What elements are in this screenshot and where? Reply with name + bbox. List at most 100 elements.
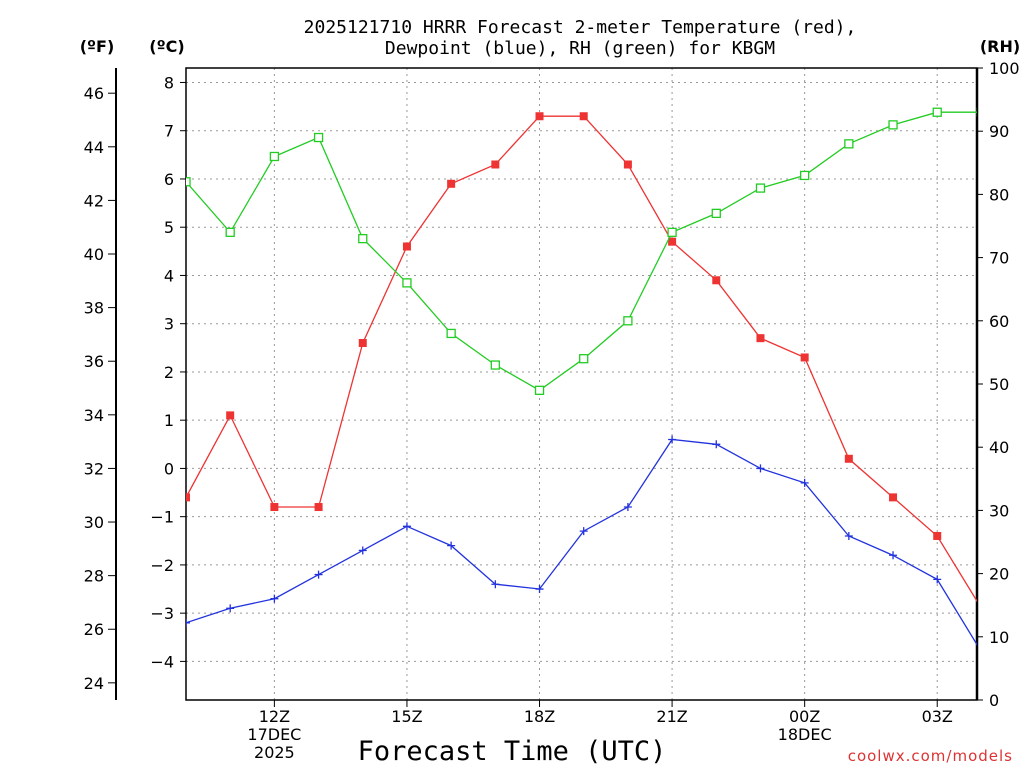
temperature-point bbox=[756, 334, 765, 343]
temperature-point bbox=[668, 237, 677, 246]
fahrenheit-tick-label: 38 bbox=[84, 299, 104, 318]
temperature-point bbox=[535, 112, 544, 121]
dewpoint-point bbox=[491, 580, 500, 589]
x-tick-label: 17DEC bbox=[247, 725, 301, 744]
dewpoint-point bbox=[579, 527, 588, 536]
dewpoint-point bbox=[186, 618, 190, 627]
rh-point bbox=[623, 316, 633, 326]
fahrenheit-tick-label: 44 bbox=[84, 138, 104, 157]
data-series bbox=[186, 107, 985, 656]
rh-point bbox=[667, 227, 677, 237]
rh-tick-label: 90 bbox=[989, 122, 1009, 141]
celsius-tick-label: −4 bbox=[150, 652, 174, 671]
dewpoint-point bbox=[623, 503, 632, 512]
temperature-point bbox=[270, 503, 279, 512]
temperature-point bbox=[933, 531, 942, 540]
rh-point bbox=[358, 233, 368, 244]
rh-point bbox=[313, 132, 324, 143]
rh-tick-label: 70 bbox=[989, 249, 1009, 268]
fahrenheit-tick-label: 36 bbox=[84, 352, 104, 371]
axis-ticks: −4−3−2−101234567824262830323436384042444… bbox=[84, 59, 1020, 762]
fahrenheit-unit-label: (ºF) bbox=[80, 37, 115, 56]
dewpoint-point bbox=[668, 435, 677, 444]
x-tick-label: 00Z bbox=[789, 707, 820, 726]
fahrenheit-tick-label: 40 bbox=[84, 245, 104, 264]
dewpoint-point bbox=[270, 594, 279, 603]
fahrenheit-tick-label: 46 bbox=[84, 84, 104, 103]
rh-point bbox=[225, 227, 235, 237]
x-tick-label: 18DEC bbox=[778, 725, 832, 744]
celsius-tick-label: −3 bbox=[150, 604, 174, 623]
x-tick-label: 03Z bbox=[922, 707, 953, 726]
dewpoint-point bbox=[712, 440, 721, 449]
dewpoint-point bbox=[756, 464, 765, 473]
rh-point bbox=[402, 278, 412, 288]
x-tick-label: 15Z bbox=[391, 707, 422, 726]
celsius-tick-label: 4 bbox=[164, 266, 174, 285]
dewpoint-point bbox=[358, 546, 367, 555]
temperature-point bbox=[712, 276, 721, 285]
rh-tick-label: 10 bbox=[989, 628, 1009, 647]
temperature-point bbox=[358, 338, 367, 347]
rh-point bbox=[800, 170, 810, 181]
dewpoint-point bbox=[977, 648, 985, 656]
rh-point bbox=[844, 139, 854, 149]
grid-lines bbox=[186, 68, 977, 700]
temperature-point bbox=[447, 179, 456, 188]
rh-point bbox=[446, 328, 456, 339]
temperature-point bbox=[579, 112, 588, 121]
temperature-point bbox=[977, 604, 985, 612]
rh-point bbox=[534, 385, 545, 395]
fahrenheit-tick-label: 42 bbox=[84, 191, 104, 210]
dewpoint-point bbox=[889, 551, 898, 560]
dewpoint-point bbox=[314, 570, 323, 579]
temperature-point bbox=[623, 160, 632, 169]
rh-tick-label: 100 bbox=[989, 59, 1020, 78]
celsius-unit-label: (ºC) bbox=[149, 37, 184, 56]
fahrenheit-tick-label: 28 bbox=[84, 567, 104, 586]
fahrenheit-tick-label: 24 bbox=[84, 674, 104, 693]
rh-point bbox=[976, 107, 977, 117]
chart-title-line-2: Dewpoint (blue), RH (green) for KBGM bbox=[385, 38, 775, 59]
rh-unit-label: (RH) bbox=[980, 37, 1020, 56]
rh-tick-label: 0 bbox=[989, 691, 999, 710]
celsius-tick-label: 3 bbox=[164, 315, 174, 334]
fahrenheit-tick-label: 26 bbox=[84, 620, 104, 639]
dewpoint-point bbox=[226, 604, 235, 613]
rh-point bbox=[888, 120, 898, 130]
celsius-tick-label: 6 bbox=[164, 170, 174, 189]
rh-tick-label: 30 bbox=[989, 501, 1009, 520]
fahrenheit-tick-label: 32 bbox=[84, 459, 104, 478]
credit-link[interactable]: coolwx.com/models bbox=[848, 747, 1013, 765]
rh-point bbox=[490, 360, 500, 370]
dewpoint-point bbox=[447, 541, 456, 550]
rh-point bbox=[755, 183, 766, 193]
rh-tick-label: 80 bbox=[989, 185, 1009, 204]
rh-tick-label: 40 bbox=[989, 438, 1009, 457]
x-tick-label: 2025 bbox=[254, 743, 295, 762]
temperature-point bbox=[402, 242, 411, 251]
celsius-tick-label: 8 bbox=[164, 73, 174, 92]
rh-line bbox=[186, 111, 977, 392]
x-axis-title: Forecast Time (UTC) bbox=[358, 736, 667, 767]
rh-tick-label: 60 bbox=[989, 312, 1009, 331]
rh-point bbox=[186, 177, 191, 187]
celsius-tick-label: 5 bbox=[164, 218, 174, 237]
celsius-tick-label: −2 bbox=[150, 556, 174, 575]
celsius-tick-label: 0 bbox=[164, 459, 174, 478]
dewpoint-point bbox=[535, 585, 544, 594]
celsius-tick-label: 2 bbox=[164, 363, 174, 382]
dewpoint-point bbox=[800, 478, 809, 487]
plot-frame bbox=[185, 67, 978, 701]
rh-tick-label: 20 bbox=[989, 565, 1009, 584]
fahrenheit-tick-label: 34 bbox=[84, 406, 104, 425]
celsius-tick-label: 7 bbox=[164, 122, 174, 141]
x-tick-label: 18Z bbox=[524, 707, 555, 726]
rh-point bbox=[932, 107, 942, 117]
temperature-point bbox=[800, 353, 809, 362]
x-tick-label: 21Z bbox=[656, 707, 687, 726]
temperature-point bbox=[186, 493, 190, 502]
x-tick-label: 12Z bbox=[259, 707, 290, 726]
dewpoint-line bbox=[186, 438, 977, 646]
